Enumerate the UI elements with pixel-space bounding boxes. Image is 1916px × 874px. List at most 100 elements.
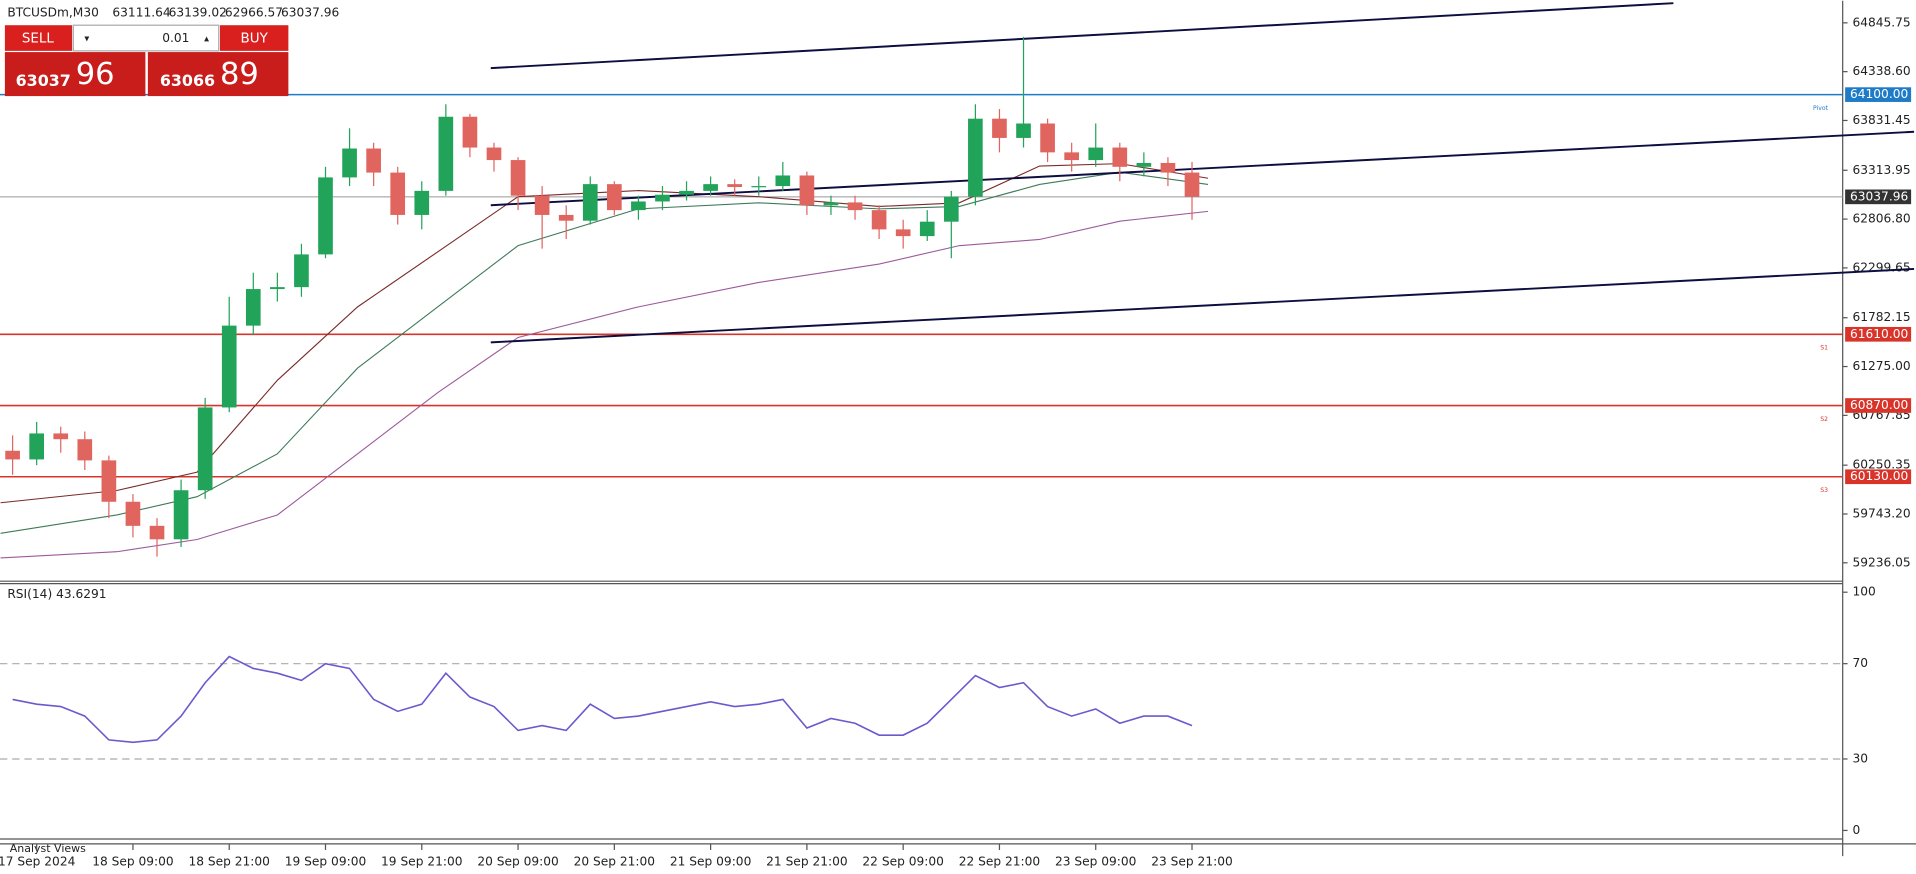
candle-body <box>149 525 165 540</box>
x-tick-label: 22 Sep 21:00 <box>959 855 1040 869</box>
header-price: 63111.64 <box>112 5 170 19</box>
candle-body <box>847 202 863 211</box>
spin-down: ▾ <box>84 34 89 45</box>
level-tag: S2 <box>1820 416 1828 423</box>
sell-button[interactable] <box>4 25 73 51</box>
candle-body <box>799 175 815 206</box>
candle-body <box>318 177 333 255</box>
candle-body <box>390 172 406 215</box>
candle-body <box>342 148 357 178</box>
buy-price-box[interactable] <box>147 52 289 97</box>
trendline <box>490 130 1915 207</box>
header-price: 63037.96 <box>281 5 339 19</box>
x-tick-label: 21 Sep 21:00 <box>766 855 847 869</box>
buy-price-pips: 89 <box>220 57 259 92</box>
rsi-title: RSI(14) 43.6291 <box>7 587 106 601</box>
sell-label: SELL <box>22 32 55 47</box>
candle-body <box>438 116 454 191</box>
candle-body <box>510 160 526 196</box>
symbol: BTCUSDm,M30 <box>7 5 99 19</box>
candle-body <box>823 202 839 206</box>
candle-body <box>173 490 189 540</box>
level-label-bg <box>1845 87 1912 102</box>
x-tick-label: 23 Sep 09:00 <box>1055 855 1136 869</box>
x-tick-label: 19 Sep 09:00 <box>285 855 366 869</box>
y-tick-label: 63831.45 <box>1852 113 1910 127</box>
y-tick-label: 61275.00 <box>1852 359 1910 373</box>
y-tick-label: 59236.05 <box>1852 555 1910 569</box>
buy-button[interactable] <box>219 25 289 51</box>
candle-body <box>53 433 69 440</box>
rsi-tick-label: 70 <box>1852 656 1868 670</box>
candle-body <box>871 210 887 230</box>
header-price: 62966.57 <box>225 5 283 19</box>
level-label-bg <box>1845 398 1912 413</box>
x-tick-label: 23 Sep 21:00 <box>1151 855 1232 869</box>
y-tick-label: 59743.20 <box>1852 506 1910 520</box>
trendline <box>490 267 1915 344</box>
level-label: 60870.00 <box>1850 398 1908 412</box>
candle-body <box>221 325 237 408</box>
x-tick-label: 21 Sep 09:00 <box>670 855 751 869</box>
candle-body <box>1112 147 1128 167</box>
current-price-bg <box>1845 189 1912 205</box>
y-tick-label: 60250.35 <box>1852 458 1910 472</box>
y-tick-label: 64845.75 <box>1852 15 1910 29</box>
header-price: 63139.02 <box>169 5 227 19</box>
candle-body <box>679 190 694 195</box>
rsi-tick-label: 0 <box>1852 823 1860 837</box>
candle-body <box>1184 172 1200 197</box>
candle-body <box>943 196 959 222</box>
moving-average <box>0 210 1209 559</box>
candle-body <box>101 460 117 502</box>
volume-input[interactable] <box>72 24 220 52</box>
candle-body <box>703 184 718 191</box>
x-tick-label: 18 Sep 21:00 <box>188 855 269 869</box>
candle-body <box>5 450 20 460</box>
level-label-bg <box>1845 469 1912 485</box>
level-tag: Pivot <box>1813 105 1829 112</box>
current-price-label: 63037.96 <box>1850 189 1908 203</box>
candle-body <box>607 184 622 211</box>
candle-body <box>582 184 598 221</box>
level-label: 60130.00 <box>1850 469 1908 483</box>
candle-body <box>919 221 935 237</box>
candle-body <box>655 194 670 202</box>
candle-body <box>1064 152 1079 161</box>
candle-body <box>1160 162 1176 173</box>
buy-label: BUY <box>241 32 269 47</box>
y-tick-label: 61782.15 <box>1852 310 1910 324</box>
candle-body <box>245 289 261 326</box>
level-tag: S1 <box>1820 345 1828 352</box>
y-tick-label: 62806.80 <box>1852 212 1910 226</box>
trade-panel: SELL ▾ ▴ 0.01 BUY 63037 96 63066 89 <box>4 24 289 97</box>
candle-body <box>751 186 767 188</box>
level-label-bg <box>1845 326 1912 342</box>
candle-body <box>895 229 911 237</box>
rsi-line <box>12 655 1193 744</box>
candle-body <box>462 116 478 148</box>
candle-body <box>992 118 1007 138</box>
x-tick-label: 19 Sep 21:00 <box>381 855 462 869</box>
candle-body <box>366 148 381 173</box>
candle-body <box>414 190 430 215</box>
candle-body <box>558 214 574 221</box>
candle-body <box>125 501 141 526</box>
sell-price-box[interactable] <box>4 52 146 97</box>
candle-body <box>270 287 285 290</box>
level-label: 61610.00 <box>1850 327 1908 341</box>
candle-body <box>1136 162 1152 167</box>
trendline <box>490 2 1674 70</box>
x-tick-label: 20 Sep 21:00 <box>574 855 655 869</box>
candle-body <box>631 201 646 211</box>
candle-body <box>1016 123 1031 138</box>
candle-body <box>294 254 309 288</box>
y-tick-label: 63313.95 <box>1852 163 1910 177</box>
level-tag: S3 <box>1820 487 1828 494</box>
x-tick-label: 17 Sep 2024 <box>0 855 76 869</box>
x-tick-label: 20 Sep 09:00 <box>477 855 558 869</box>
sell-price-main: 63037 <box>16 71 71 90</box>
